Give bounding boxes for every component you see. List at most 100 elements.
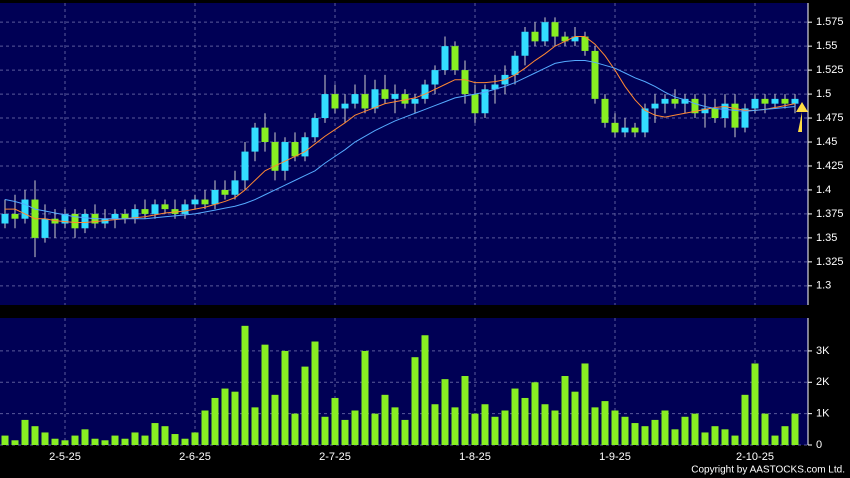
candle-body <box>631 127 639 133</box>
volume-bar <box>461 376 469 445</box>
volume-bar <box>741 394 749 445</box>
x-tick-label: 2-5-25 <box>49 451 81 463</box>
candle-body <box>651 103 659 109</box>
volume-bar <box>701 432 709 445</box>
candle-body <box>621 127 629 133</box>
y-tick-label: 1.45 <box>816 136 837 148</box>
candle-body <box>61 213 69 224</box>
candle-body <box>491 84 499 90</box>
candle-body <box>661 98 669 104</box>
moving-average <box>4 60 796 220</box>
volume-bar <box>351 410 359 445</box>
candle-body <box>601 98 609 123</box>
y-tick-label: 1.35 <box>816 232 837 244</box>
candle-body <box>671 98 679 104</box>
y-tick-label: 0 <box>816 439 822 451</box>
y-tick-label: 1K <box>816 408 830 420</box>
volume-bar <box>181 438 189 445</box>
candle-body <box>711 108 719 119</box>
volume-bar <box>591 407 599 445</box>
x-tick-label: 1-8-25 <box>459 451 491 463</box>
volume-bar <box>241 325 249 445</box>
candle-body <box>771 98 779 104</box>
price-panel <box>0 3 808 305</box>
candle-body <box>591 50 599 99</box>
volume-bar <box>451 407 459 445</box>
volume-bar <box>31 426 39 445</box>
volume-bar <box>201 410 209 445</box>
candle-body <box>741 108 749 128</box>
x-tick-label: 2-6-25 <box>179 451 211 463</box>
volume-bar <box>581 363 589 445</box>
volume-bar <box>331 397 339 445</box>
candle-body <box>701 108 709 114</box>
volume-bar <box>481 404 489 445</box>
candle-body <box>781 98 789 104</box>
volume-bar <box>171 434 179 445</box>
y-tick-label: 1.325 <box>816 256 844 268</box>
y-tick-label: 1.425 <box>816 160 844 172</box>
volume-bar <box>191 432 199 445</box>
volume-bar <box>551 410 559 445</box>
volume-bar <box>601 401 609 445</box>
candle-body <box>131 209 139 219</box>
candle-body <box>311 118 319 138</box>
volume-bar <box>691 413 699 445</box>
volume-bar <box>11 440 19 445</box>
candle-body <box>431 70 439 85</box>
candle-body <box>791 98 799 104</box>
volume-bar <box>751 363 759 445</box>
volume-bar <box>681 416 689 445</box>
volume-bar <box>781 426 789 445</box>
candle-body <box>231 180 239 195</box>
volume-bar <box>71 435 79 445</box>
candle-body <box>321 94 329 119</box>
candle-body <box>731 103 739 128</box>
candle-body <box>351 94 359 104</box>
candle-body <box>11 213 19 219</box>
candle-body <box>481 89 489 114</box>
candle-body <box>541 22 549 42</box>
volume-bar <box>91 438 99 445</box>
candle-body <box>391 94 399 99</box>
y-tick-label: 1.55 <box>816 40 837 52</box>
y-tick-label: 1.3 <box>816 280 831 292</box>
candle-body <box>141 209 149 214</box>
candle-body <box>581 36 589 51</box>
volume-bar <box>1 435 9 445</box>
volume-bar <box>611 410 619 445</box>
moving-average <box>5 36 796 224</box>
volume-bar <box>251 407 259 445</box>
volume-bar <box>161 426 169 445</box>
volume-bar <box>41 432 49 445</box>
candle-body <box>111 213 119 219</box>
volume-bar <box>291 413 299 445</box>
volume-bar <box>361 350 369 445</box>
candle-body <box>151 204 159 214</box>
candle-body <box>161 204 169 210</box>
candle-body <box>441 46 449 71</box>
y-tick-label: 2K <box>816 376 830 388</box>
volume-bar <box>431 404 439 445</box>
candle-body <box>251 127 259 152</box>
volume-bar <box>381 394 389 445</box>
volume-bar <box>121 438 129 445</box>
volume-bar <box>211 397 219 445</box>
volume-bar <box>661 410 669 445</box>
candle-body <box>561 36 569 42</box>
candle-body <box>121 213 129 219</box>
candle-body <box>761 98 769 104</box>
candle-body <box>381 89 389 99</box>
copyright: Copyright by AASTOCKS.com Ltd. <box>691 465 845 476</box>
y-tick-label: 1.4 <box>816 184 831 196</box>
candle-body <box>271 142 279 171</box>
y-tick-label: 1.525 <box>816 64 844 76</box>
candle-body <box>451 46 459 71</box>
volume-bar <box>81 429 89 445</box>
candle-body <box>371 89 379 109</box>
x-tick-label: 2-10-25 <box>736 451 774 463</box>
volume-bar <box>321 416 329 445</box>
volume-bar <box>301 366 309 445</box>
y-tick-label: 1.5 <box>816 88 831 100</box>
